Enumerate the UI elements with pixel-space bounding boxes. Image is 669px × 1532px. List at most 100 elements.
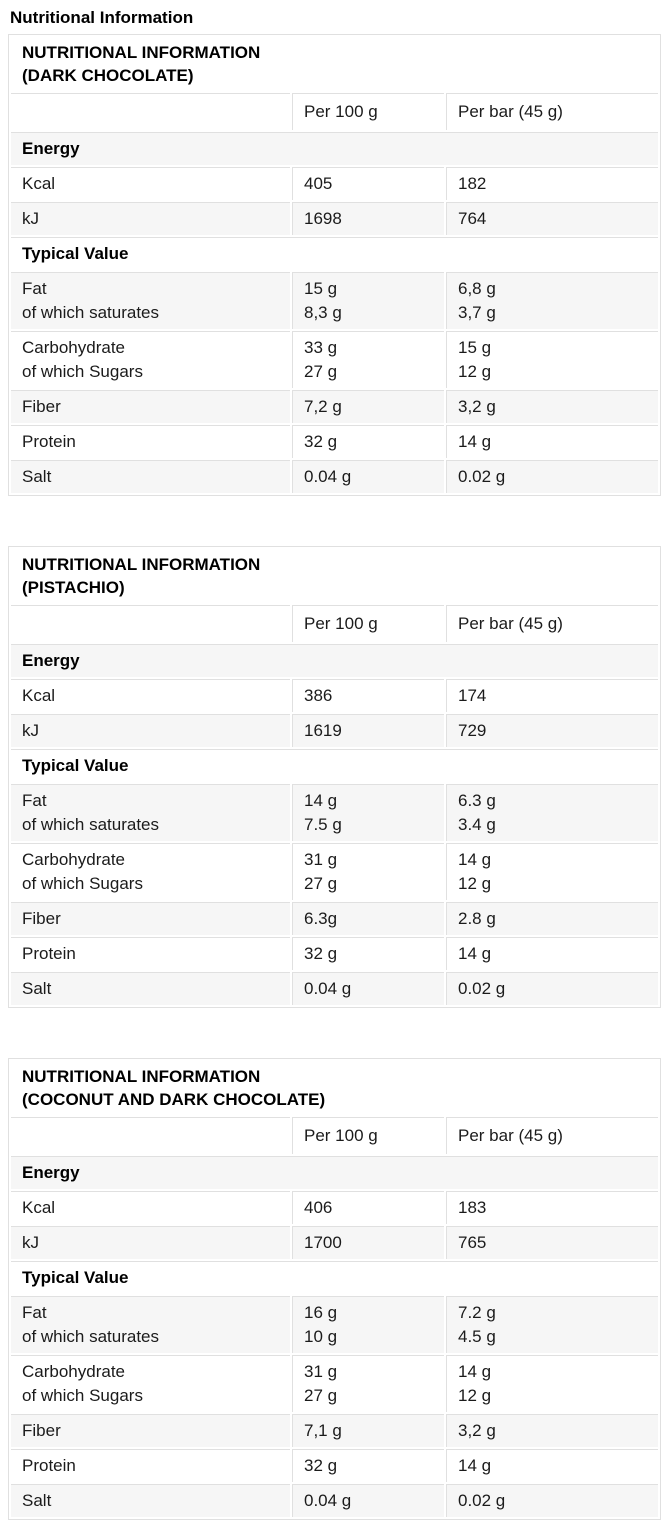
data-row: Kcal 386 174 <box>11 679 659 712</box>
value-per-100g: 405 <box>292 167 444 200</box>
column-header-empty <box>11 93 290 130</box>
data-row: Protein 32 g 14 g <box>11 937 659 970</box>
section-header: Energy <box>11 1156 658 1189</box>
value-per-100g: 16 g 10 g <box>292 1296 444 1353</box>
column-header-per-100g: Per 100 g <box>292 1117 444 1154</box>
table-title: NUTRITIONAL INFORMATION (COCONUT AND DAR… <box>11 1061 658 1115</box>
data-row: Fiber 6.3g 2.8 g <box>11 902 659 935</box>
data-row: Kcal 406 183 <box>11 1191 658 1224</box>
value-per-bar: 0.02 g <box>446 460 659 493</box>
value-per-100g: 7,1 g <box>292 1414 444 1447</box>
value-per-bar: 14 g <box>446 937 659 970</box>
data-row: kJ 1700 765 <box>11 1226 658 1259</box>
value-per-100g: 33 g 27 g <box>292 331 444 388</box>
table-title-row: NUTRITIONAL INFORMATION (DARK CHOCOLATE) <box>11 37 659 91</box>
value-per-100g: 32 g <box>292 425 444 458</box>
data-row: Salt 0.04 g 0.02 g <box>11 972 659 1005</box>
value-per-bar: 174 <box>446 679 659 712</box>
nutrition-table-3: NUTRITIONAL INFORMATION (COCONUT AND DAR… <box>8 1058 661 1520</box>
data-row: Carbohydrate of which Sugars 31 g 27 g 14 … <box>11 843 659 900</box>
value-per-bar: 0.02 g <box>446 1484 658 1517</box>
value-per-100g: 31 g 27 g <box>292 1355 444 1412</box>
data-row: Protein 32 g 14 g <box>11 1449 658 1482</box>
column-header-per-100g: Per 100 g <box>292 93 444 130</box>
column-header-per-bar: Per bar (45 g) <box>446 93 659 130</box>
table-title-row: NUTRITIONAL INFORMATION (COCONUT AND DAR… <box>11 1061 658 1115</box>
value-per-100g: 1700 <box>292 1226 444 1259</box>
value-per-100g: 1698 <box>292 202 444 235</box>
data-row: Kcal 405 182 <box>11 167 659 200</box>
value-per-100g: 32 g <box>292 1449 444 1482</box>
value-per-bar: 3,2 g <box>446 1414 658 1447</box>
data-row: Carbohydrate of which Sugars 33 g 27 g 15 … <box>11 331 659 388</box>
column-header-empty <box>11 1117 290 1154</box>
row-label: Fat of which saturates <box>11 784 290 841</box>
value-per-bar: 14 g <box>446 1449 658 1482</box>
value-per-bar: 14 g 12 g <box>446 843 659 900</box>
value-per-bar: 14 g 12 g <box>446 1355 658 1412</box>
table-title-row: NUTRITIONAL INFORMATION (PISTACHIO) <box>11 549 659 603</box>
value-per-100g: 31 g 27 g <box>292 843 444 900</box>
value-per-100g: 406 <box>292 1191 444 1224</box>
row-label: Carbohydrate of which Sugars <box>11 1355 290 1412</box>
column-header-row: Per 100 g Per bar (45 g) <box>11 605 659 642</box>
data-row: Fat of which saturates 14 g 7.5 g 6.3 g 3.… <box>11 784 659 841</box>
section-row: Typical Value <box>11 237 659 270</box>
section-header: Energy <box>11 644 659 677</box>
section-row: Typical Value <box>11 1261 658 1294</box>
column-header-per-bar: Per bar (45 g) <box>446 1117 658 1154</box>
table-title: NUTRITIONAL INFORMATION (PISTACHIO) <box>11 549 659 603</box>
value-per-bar: 764 <box>446 202 659 235</box>
column-header-per-bar: Per bar (45 g) <box>446 605 659 642</box>
section-header: Typical Value <box>11 749 659 782</box>
value-per-bar: 6,8 g 3,7 g <box>446 272 659 329</box>
row-label: Salt <box>11 1484 290 1517</box>
column-header-row: Per 100 g Per bar (45 g) <box>11 93 659 130</box>
row-label: kJ <box>11 1226 290 1259</box>
value-per-bar: 6.3 g 3.4 g <box>446 784 659 841</box>
section-row: Energy <box>11 1156 658 1189</box>
value-per-bar: 183 <box>446 1191 658 1224</box>
data-row: Fiber 7,2 g 3,2 g <box>11 390 659 423</box>
row-label: Kcal <box>11 167 290 200</box>
section-header: Typical Value <box>11 1261 658 1294</box>
section-row: Energy <box>11 644 659 677</box>
row-label: Fiber <box>11 902 290 935</box>
value-per-100g: 386 <box>292 679 444 712</box>
page-title: Nutritional Information <box>10 8 194 27</box>
column-header-empty <box>11 605 290 642</box>
section-header: Typical Value <box>11 237 659 270</box>
column-header-row: Per 100 g Per bar (45 g) <box>11 1117 658 1154</box>
data-row: Salt 0.04 g 0.02 g <box>11 460 659 493</box>
section-header: Energy <box>11 132 659 165</box>
nutrition-table-2: NUTRITIONAL INFORMATION (PISTACHIO) Per 1… <box>8 546 662 1008</box>
table-title: NUTRITIONAL INFORMATION (DARK CHOCOLATE) <box>11 37 659 91</box>
data-row: Fat of which saturates 16 g 10 g 7.2 g 4.5… <box>11 1296 658 1353</box>
value-per-100g: 7,2 g <box>292 390 444 423</box>
row-label: Salt <box>11 972 290 1005</box>
value-per-bar: 14 g <box>446 425 659 458</box>
value-per-bar: 0.02 g <box>446 972 659 1005</box>
value-per-bar: 729 <box>446 714 659 747</box>
value-per-100g: 1619 <box>292 714 444 747</box>
value-per-bar: 182 <box>446 167 659 200</box>
row-label: Protein <box>11 425 290 458</box>
data-row: Carbohydrate of which Sugars 31 g 27 g 14 … <box>11 1355 658 1412</box>
value-per-100g: 0.04 g <box>292 1484 444 1517</box>
row-label: Fiber <box>11 1414 290 1447</box>
column-header-per-100g: Per 100 g <box>292 605 444 642</box>
row-label: Protein <box>11 1449 290 1482</box>
row-label: Fiber <box>11 390 290 423</box>
value-per-100g: 0.04 g <box>292 972 444 1005</box>
row-label: Carbohydrate of which Sugars <box>11 843 290 900</box>
value-per-100g: 15 g 8,3 g <box>292 272 444 329</box>
row-label: Salt <box>11 460 290 493</box>
row-label: Fat of which saturates <box>11 1296 290 1353</box>
section-row: Energy <box>11 132 659 165</box>
section-row: Typical Value <box>11 749 659 782</box>
row-label: kJ <box>11 202 290 235</box>
row-label: kJ <box>11 714 290 747</box>
data-row: Protein 32 g 14 g <box>11 425 659 458</box>
data-row: kJ 1698 764 <box>11 202 659 235</box>
value-per-100g: 0.04 g <box>292 460 444 493</box>
